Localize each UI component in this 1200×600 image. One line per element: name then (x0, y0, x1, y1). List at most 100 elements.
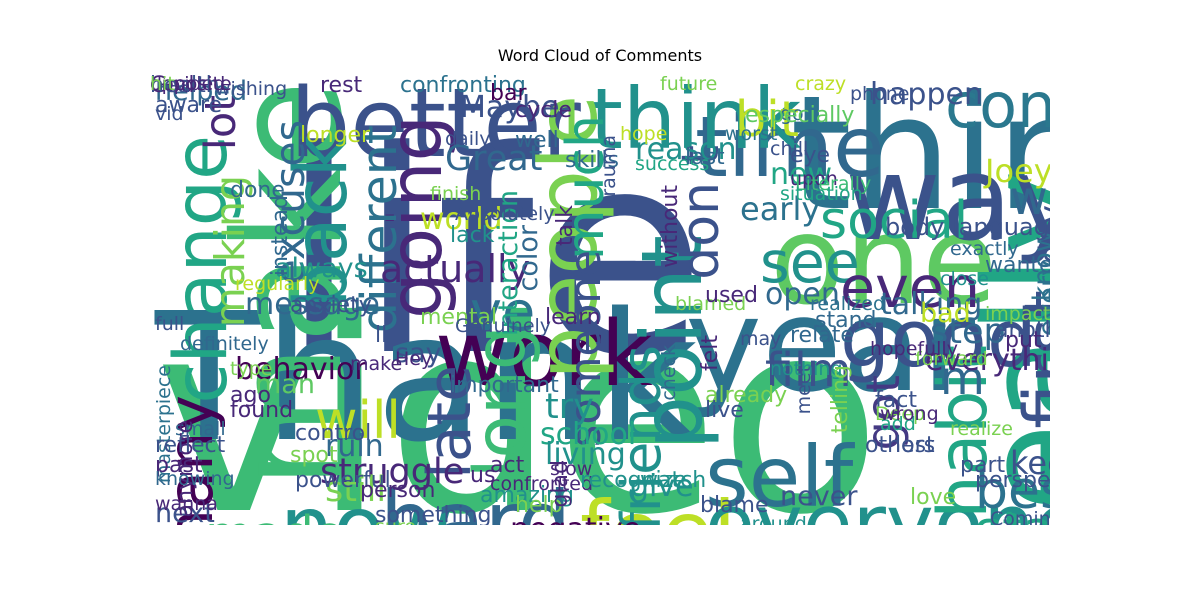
word-success: success (635, 153, 710, 175)
word-cloud: lifevideoThankmakethingreallyyearonewayb… (150, 75, 1050, 525)
word-act: act (490, 453, 525, 478)
word-film: film (765, 343, 852, 397)
word-realize: realize (950, 418, 1013, 440)
word-past: past (155, 453, 203, 478)
word-phone: phone (850, 83, 910, 105)
word-recognize: recognize (580, 468, 687, 493)
word-next: next (155, 498, 215, 525)
word-crazy: crazy (795, 75, 847, 95)
word-thing: thing (790, 75, 1050, 246)
chart-title: Word Cloud of Comments (497, 46, 703, 65)
word-step: step (930, 312, 1006, 352)
word-rest: rest (320, 75, 363, 98)
word-glad: glad (548, 460, 573, 508)
word-happen: happen (870, 77, 983, 112)
word-trauma: trauma (598, 135, 620, 205)
word-felt: felt (698, 335, 723, 372)
word-great: Great (445, 139, 543, 179)
word-school: school (540, 417, 637, 452)
word-longer: longer (300, 123, 371, 148)
word-may: may (740, 328, 782, 350)
word-work: work (435, 302, 653, 407)
word-hit: hit (150, 75, 175, 95)
word-slow: slow (550, 458, 593, 480)
word-early: early (740, 190, 821, 228)
word-important: important (450, 373, 559, 398)
word-life: life (280, 92, 707, 418)
word-bad: bad (920, 298, 971, 329)
word-content: content (945, 75, 1050, 142)
word-health: health (150, 75, 220, 98)
word-daily: daily (445, 128, 491, 150)
word-maybe: Maybe (460, 90, 560, 125)
word-good: good (840, 293, 1037, 385)
word-thank: Thank (155, 275, 699, 481)
word-better: better (290, 75, 581, 179)
word-joey: Joey (985, 152, 1050, 190)
word-still: still (325, 470, 387, 510)
word-wanted: wanted (985, 253, 1050, 278)
word-perspective: perspective (975, 468, 1050, 493)
word-person: person (360, 478, 436, 503)
word-eye: eye (790, 143, 831, 168)
word-type: type (230, 358, 273, 380)
word-mental: mental (420, 305, 498, 330)
word-struggle: struggle (320, 452, 465, 492)
word-everything: everything (925, 343, 1050, 378)
word-wishing: wishing (215, 78, 288, 100)
word-hopefully: hopefully (870, 338, 958, 360)
word-hard: hard (380, 473, 572, 525)
word-skills: skills (565, 148, 620, 173)
word-without: without (658, 185, 683, 268)
word-others: others (865, 433, 936, 458)
word-especially: especially (745, 103, 855, 128)
word-even: even (840, 255, 980, 321)
word-ago: ago (230, 383, 271, 408)
word-new: new (770, 157, 833, 192)
word-always: always (275, 253, 368, 284)
word-instead: instead (268, 195, 293, 277)
word-opposite: opposite (150, 75, 232, 95)
word-already: already (705, 383, 788, 408)
word-love: love (910, 485, 957, 510)
word-think: think (590, 75, 802, 168)
word-time: time (695, 98, 885, 196)
word-lost: lost (895, 433, 935, 458)
word-live: live (705, 398, 744, 423)
word-done: done (230, 178, 285, 203)
word-aware: aware (155, 93, 223, 118)
word-start: start (975, 505, 1050, 525)
word-living: living (545, 437, 626, 472)
word-message: message (245, 287, 380, 322)
word-regularly: regularly (235, 273, 320, 295)
word-talking: talking (880, 287, 983, 322)
word-ve: ve (470, 280, 536, 343)
word-one: one (770, 190, 998, 332)
word-spot: spot (290, 443, 338, 468)
word-watch: watch (640, 468, 707, 493)
word-feel: feel (580, 490, 736, 525)
word-worst: worst (725, 123, 778, 145)
word-social: social (820, 191, 969, 251)
word-around: around (740, 513, 807, 526)
word-realized: realized (810, 293, 886, 315)
word-us: us (470, 463, 496, 488)
word-sure: sure (375, 518, 416, 526)
word-last: last (685, 145, 725, 170)
word-everyone: everyone (705, 478, 1050, 526)
word-check: check (658, 345, 680, 401)
word-used: used (705, 283, 758, 308)
word-ruin: ruin (325, 429, 384, 464)
word-anxiety: anxiety (290, 293, 372, 318)
word-another: another (995, 318, 1050, 343)
word-help: help (515, 493, 563, 518)
word-m: m (940, 351, 985, 405)
word-small: small (175, 418, 226, 440)
word-negative: negative (510, 515, 641, 526)
word-literally: Literally (795, 173, 872, 195)
word-blame: blame (700, 493, 769, 518)
word-actually: actually (380, 247, 531, 291)
word-give: give (630, 469, 694, 504)
word-lack: lack (450, 223, 495, 248)
